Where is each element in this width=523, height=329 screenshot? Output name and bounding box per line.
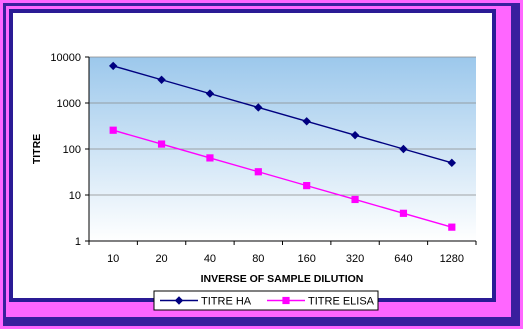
x-tick-label: 160 [298, 253, 316, 265]
data-point-diamond [302, 117, 311, 126]
data-point-diamond [254, 103, 263, 112]
data-point-diamond [447, 158, 457, 168]
x-tick-label: 640 [394, 253, 412, 265]
data-point-diamond [205, 89, 215, 98]
gridlines [89, 56, 476, 196]
x-tick-label: 80 [252, 253, 264, 265]
data-point-diamond [108, 61, 118, 71]
data-point-square [448, 223, 456, 231]
x-tick-label: 20 [155, 253, 167, 265]
data-point-square [157, 140, 166, 148]
y-tick-label: 10 [69, 190, 81, 202]
data-point-square [282, 296, 290, 305]
legend-box [153, 290, 379, 311]
data-point-square [254, 168, 262, 176]
x-tick-label: 40 [204, 253, 216, 265]
y-tick-label: 1000 [57, 98, 81, 110]
x-axis-title: INVERSE OF SAMPLE DILUTION [201, 273, 364, 285]
y-tick-labels: 1 10 100 1000 10000 [50, 52, 89, 248]
data-point-diamond [157, 75, 166, 84]
series-titre-ha [108, 61, 457, 168]
data-point-square [351, 195, 359, 204]
y-tick-label: 10000 [50, 52, 81, 64]
x-tick-label: 1280 [440, 253, 464, 265]
series-line [112, 65, 453, 164]
legend: TITRE HA TITRE ELISA [153, 290, 379, 311]
data-point-square [206, 154, 214, 162]
y-tick-label: 1 [75, 236, 81, 248]
data-point-square [109, 126, 117, 134]
legend-item-titre-elisa: TITRE ELISA [267, 296, 375, 308]
legend-label: TITRE ELISA [308, 296, 375, 308]
legend-label: TITRE HA [201, 296, 252, 308]
x-tick-label: 320 [346, 253, 364, 265]
legend-item-titre-ha: TITRE HA [160, 296, 252, 308]
series-titre-elisa [109, 126, 456, 231]
data-point-diamond [174, 296, 184, 305]
data-point-square [303, 182, 311, 190]
x-tick-labels: 10 20 40 80 160 320 640 1280 [88, 241, 477, 265]
x-tick-label: 10 [107, 253, 119, 265]
y-tick-label: 100 [63, 144, 81, 156]
series-line [112, 129, 453, 228]
y-axis-title: TITRE [31, 134, 43, 164]
data-point-square [399, 209, 408, 217]
data-point-diamond [350, 130, 360, 140]
data-point-diamond [399, 144, 408, 154]
series-layer [108, 61, 457, 231]
